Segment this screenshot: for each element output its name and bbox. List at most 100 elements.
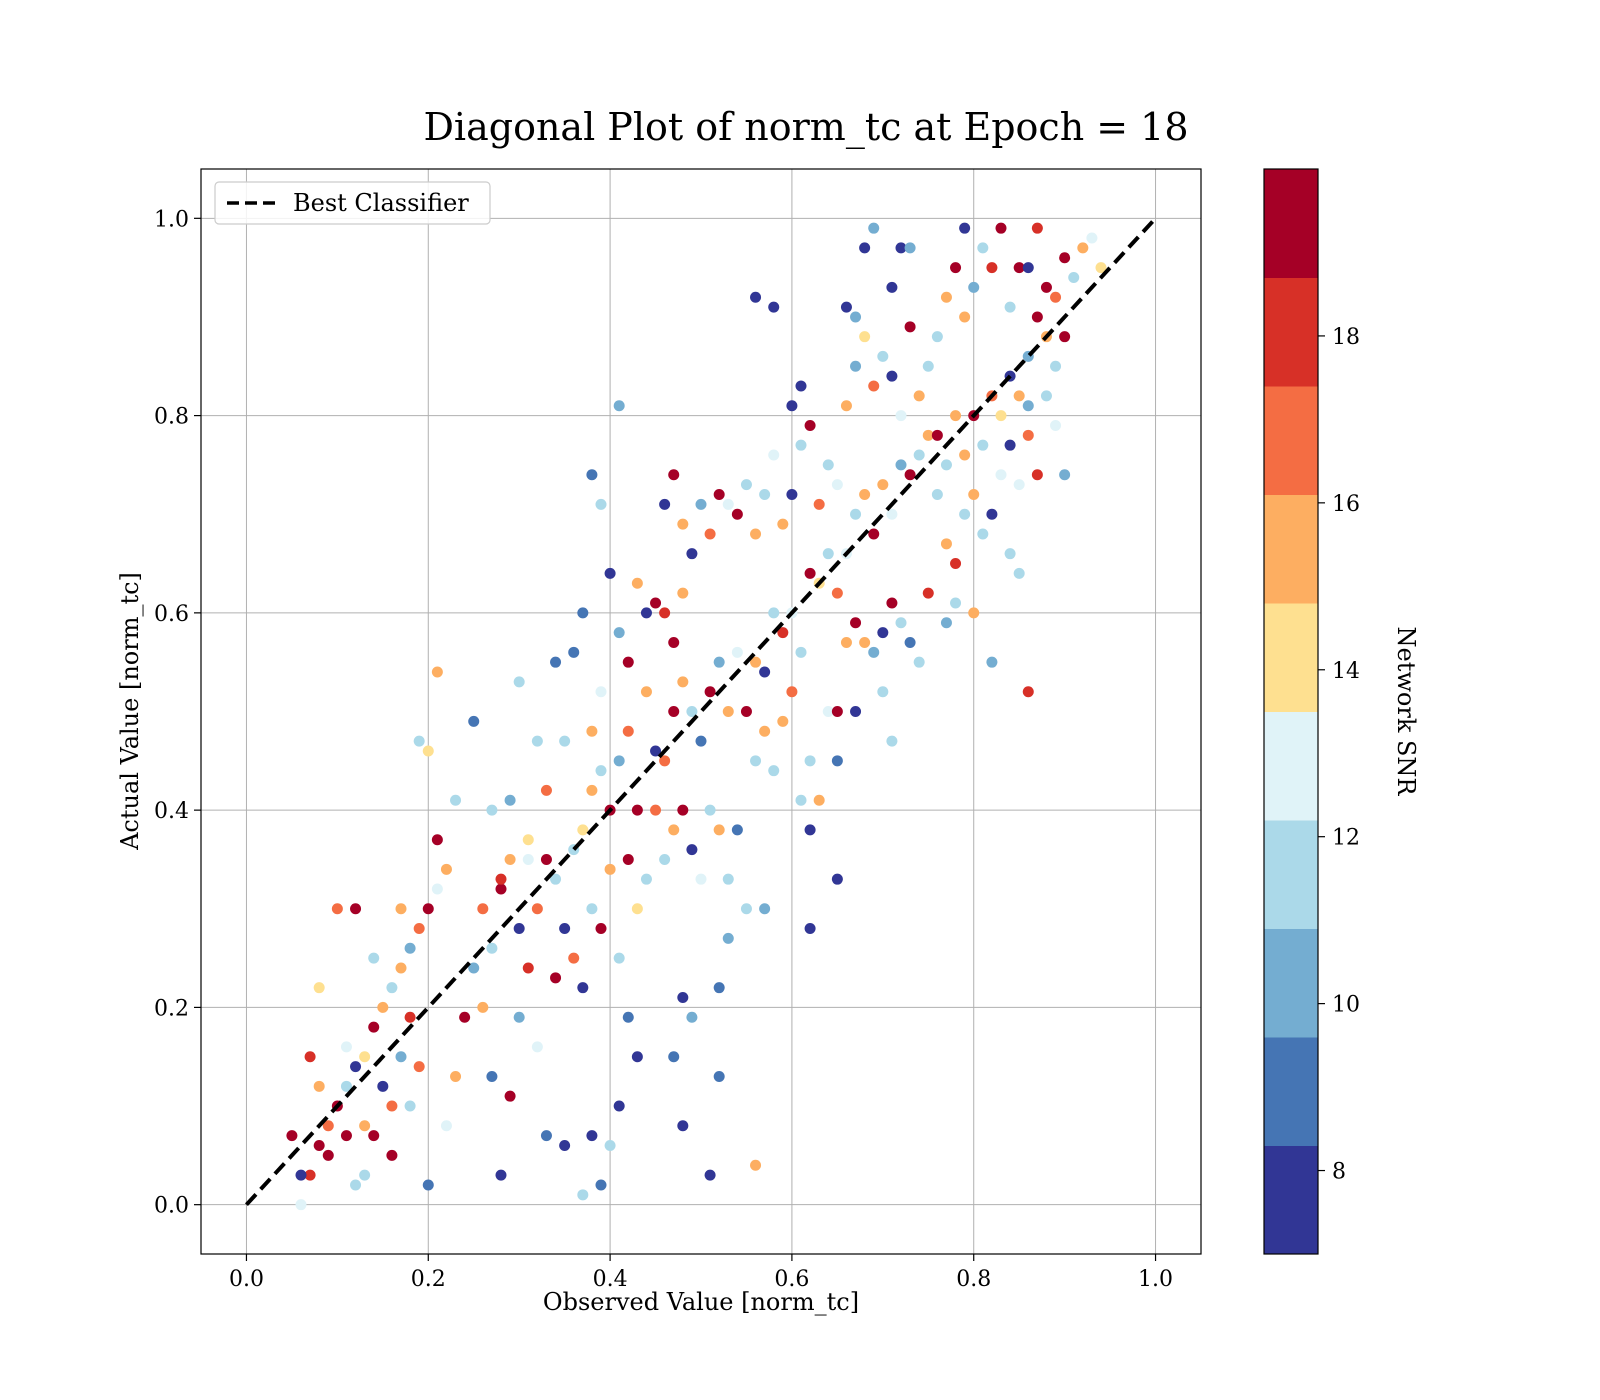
data-point <box>459 1011 471 1023</box>
data-point <box>950 410 962 422</box>
data-point <box>759 489 771 500</box>
data-point <box>1086 232 1098 244</box>
data-point <box>395 903 407 915</box>
data-point <box>659 755 671 767</box>
data-point <box>1022 686 1034 698</box>
data-point <box>959 508 971 520</box>
data-point <box>1095 262 1107 274</box>
data-point <box>568 952 580 964</box>
data-point <box>413 735 425 747</box>
data-point <box>722 873 734 885</box>
data-point <box>677 804 689 816</box>
data-point <box>913 449 925 461</box>
data-point <box>822 459 834 471</box>
data-point <box>677 1120 689 1132</box>
data-point <box>622 725 634 737</box>
chart-title: Diagonal Plot of norm_tc at Epoch = 18 <box>423 105 1188 150</box>
data-point <box>677 587 689 599</box>
data-point <box>1050 291 1062 303</box>
grid-layer <box>201 169 1201 1254</box>
data-point <box>813 794 825 806</box>
data-point <box>677 676 689 688</box>
data-point <box>931 429 943 441</box>
data-point <box>813 498 825 510</box>
data-point <box>931 331 943 343</box>
data-point <box>1077 242 1089 254</box>
data-point <box>1013 479 1025 491</box>
data-point <box>795 439 807 451</box>
data-point <box>404 1011 416 1023</box>
data-point <box>531 903 543 915</box>
data-point <box>368 952 380 964</box>
data-point <box>868 646 880 658</box>
data-point <box>595 923 607 934</box>
data-point <box>1013 262 1025 274</box>
data-point <box>559 735 571 747</box>
data-point <box>1022 429 1034 441</box>
y-tick-label: 0.2 <box>154 996 189 1021</box>
data-point <box>750 1159 762 1171</box>
data-point <box>877 479 889 491</box>
data-point <box>977 528 989 540</box>
data-point <box>1031 222 1043 234</box>
data-point <box>931 489 943 500</box>
data-point <box>668 1051 680 1063</box>
data-point <box>495 873 507 885</box>
data-point <box>1013 390 1025 402</box>
colorbar-ticks: 8 10 12 14 16 18 <box>1318 325 1360 1185</box>
plot-area <box>200 168 1202 1255</box>
data-point <box>859 242 871 254</box>
data-point <box>750 291 762 303</box>
legend: Best Classifier <box>214 181 491 225</box>
data-point <box>850 311 862 323</box>
data-point <box>631 577 643 589</box>
data-point <box>777 518 789 530</box>
data-point <box>686 548 698 560</box>
colorbar-band <box>1264 1145 1318 1255</box>
data-point <box>577 982 589 994</box>
data-point <box>486 804 498 816</box>
data-point <box>895 617 907 629</box>
data-point <box>322 1120 334 1132</box>
data-point <box>904 242 916 254</box>
data-point <box>968 607 980 619</box>
data-point <box>540 784 552 796</box>
data-point <box>886 508 898 520</box>
x-axis-ticks: 0.0 0.2 0.4 0.6 0.8 1.0 <box>229 1254 1173 1292</box>
data-point <box>604 863 616 875</box>
y-tick-label: 0.8 <box>154 405 189 430</box>
data-point <box>613 755 625 767</box>
data-point <box>968 281 980 293</box>
data-point <box>831 587 843 599</box>
data-point <box>650 597 662 609</box>
data-point <box>595 1179 607 1191</box>
data-point <box>995 469 1007 481</box>
data-point <box>859 489 871 500</box>
data-point <box>1059 469 1071 481</box>
data-point <box>486 1070 498 1082</box>
data-point <box>959 311 971 323</box>
data-point <box>513 676 525 688</box>
data-point <box>722 498 734 510</box>
data-point <box>986 656 998 668</box>
data-point <box>750 528 762 540</box>
data-point <box>431 834 443 846</box>
data-point <box>359 1120 371 1132</box>
data-point <box>295 1169 307 1181</box>
data-point <box>431 883 443 895</box>
colorbar-band <box>1264 494 1318 604</box>
data-point <box>886 370 898 382</box>
data-point <box>822 706 834 717</box>
data-point <box>550 972 562 984</box>
colorbar-tick-label: 8 <box>1332 1160 1346 1185</box>
data-point <box>468 962 480 974</box>
data-point <box>804 923 816 934</box>
data-point <box>359 1169 371 1181</box>
data-point <box>986 262 998 274</box>
data-point <box>886 597 898 609</box>
data-point <box>877 350 889 362</box>
data-point <box>1050 360 1062 372</box>
data-point <box>977 439 989 451</box>
data-point <box>313 1140 325 1151</box>
data-point <box>859 331 871 343</box>
